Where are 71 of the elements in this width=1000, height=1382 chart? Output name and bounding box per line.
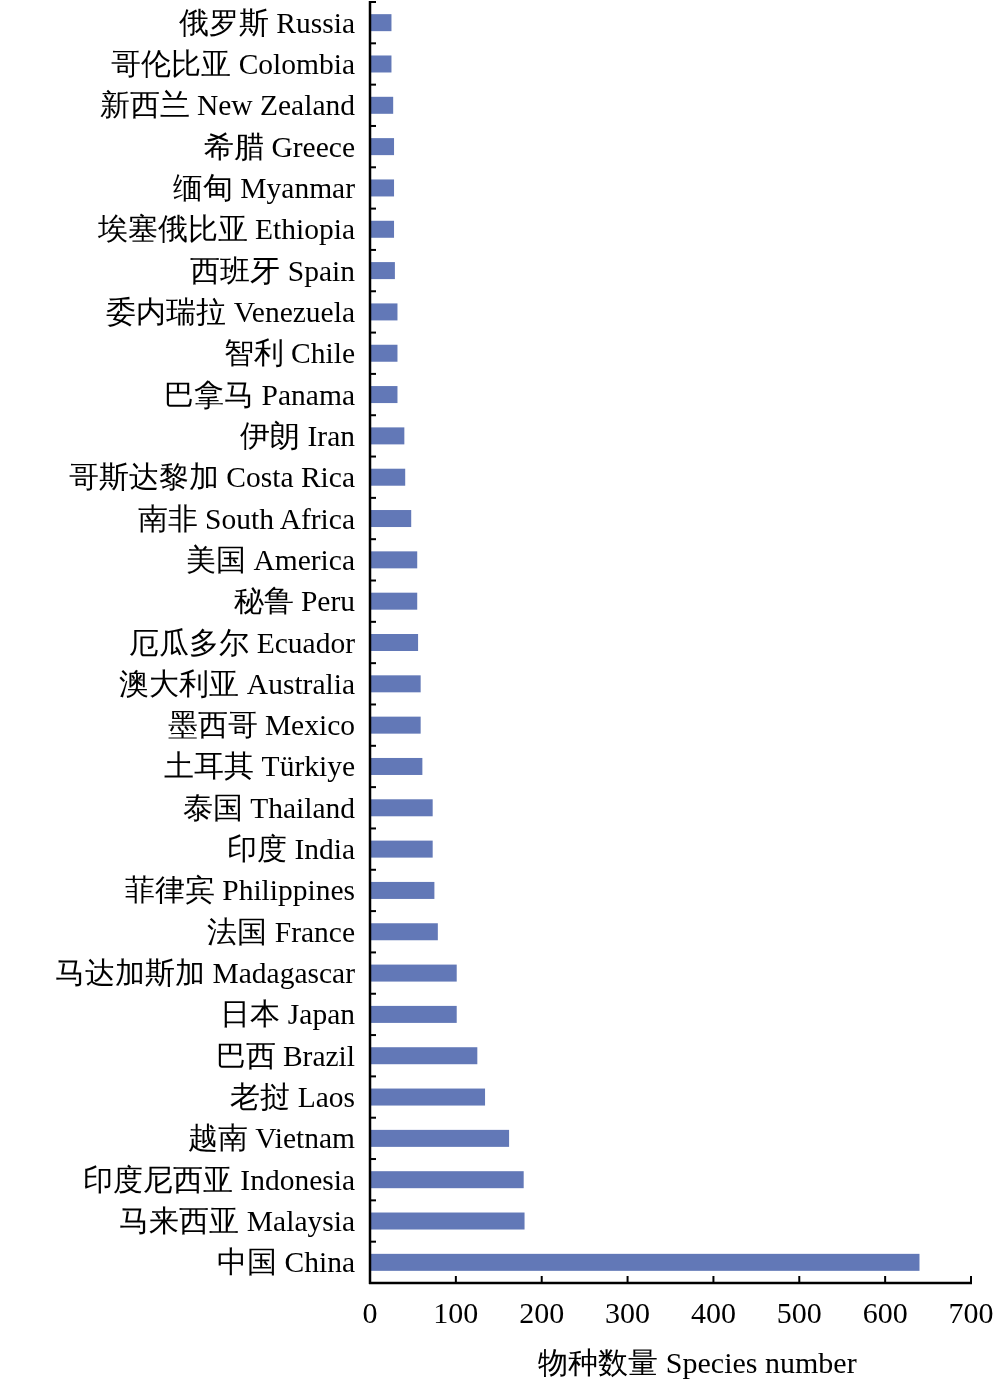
y-tick-label: 老挝 Laos [230, 1081, 355, 1114]
y-tick-label: 秘鲁 Peru [233, 585, 356, 618]
x-tick-label: 700 [948, 1296, 994, 1329]
bar [370, 262, 395, 280]
y-tick-label: 菲律宾 Philippines [124, 874, 355, 907]
bar [370, 179, 395, 197]
x-tick-label: 0 [362, 1296, 378, 1329]
y-tick-label: 哥伦比亚 Colombia [111, 47, 355, 80]
bar [370, 1005, 457, 1023]
y-tick-label: 厄瓜多尔 Ecuador [129, 626, 356, 659]
y-tick-label: 巴拿马 Panama [164, 378, 355, 411]
y-tick-label: 墨西哥 Mexico [167, 709, 355, 742]
y-tick-label: 马来西亚 Malaysia [119, 1205, 355, 1238]
bar [370, 840, 433, 858]
y-tick-label: 新西兰 New Zealand [99, 89, 356, 122]
bar [370, 675, 421, 693]
bar [370, 138, 395, 156]
bar [370, 923, 438, 941]
x-tick-label: 600 [862, 1296, 908, 1329]
y-tick-label: 越南 Vietnam [187, 1122, 356, 1155]
bar [370, 757, 423, 775]
bar [370, 96, 394, 114]
x-tick-label: 300 [605, 1296, 651, 1329]
y-tick-label: 日本 Japan [220, 998, 356, 1031]
y-tick-label: 伊朗 Iran [240, 419, 356, 452]
bar [370, 220, 395, 238]
bar [370, 881, 435, 899]
bar [370, 964, 457, 982]
bar [370, 427, 405, 445]
y-tick-label: 澳大利亚 Australia [119, 667, 355, 700]
y-tick-label: 南非 South Africa [137, 502, 355, 535]
bar [370, 1253, 920, 1271]
y-tick-label: 法国 France [207, 915, 355, 948]
bar [370, 344, 398, 362]
bar [370, 634, 419, 651]
y-tick-label: 哥斯达黎加 Costa Rica [68, 461, 355, 494]
bar [370, 55, 392, 73]
y-tick-label: 希腊 Greece [204, 130, 355, 163]
bar [370, 592, 418, 610]
y-tick-label: 西班牙 Spain [190, 254, 356, 287]
bar [370, 716, 421, 734]
bar [370, 1047, 478, 1065]
x-tick-label: 200 [519, 1296, 565, 1329]
y-tick-label: 印度尼西亚 Indonesia [82, 1163, 355, 1196]
y-tick-label: 土耳其 Türkiye [164, 750, 355, 783]
y-tick-label: 中国 China [217, 1246, 355, 1279]
y-tick-label: 泰国 Thailand [182, 791, 356, 824]
y-tick-label: 智利 Chile [223, 337, 355, 370]
bar [370, 1129, 510, 1147]
y-tick-label: 美国 America [186, 543, 355, 576]
y-tick-label: 委内瑞拉 Venezuela [106, 295, 355, 328]
bar [370, 551, 418, 569]
x-axis-title: 物种数量 Species number [538, 1346, 857, 1379]
bar [370, 14, 392, 32]
bar [370, 1171, 524, 1189]
bar [370, 468, 406, 486]
x-tick-label: 400 [690, 1296, 736, 1329]
x-tick-label: 100 [433, 1296, 479, 1329]
y-tick-label: 埃塞俄比亚 Ethiopia [96, 213, 355, 246]
x-tick-label: 500 [776, 1296, 822, 1329]
y-tick-label: 巴西 Brazil [215, 1039, 355, 1072]
bar [370, 1212, 525, 1230]
y-tick-label: 印度 India [227, 833, 355, 866]
bar [370, 386, 398, 404]
bar [370, 799, 433, 817]
y-tick-label: 俄罗斯 Russia [178, 6, 355, 39]
y-tick-label: 马达加斯加 Madagascar [55, 957, 356, 990]
bar [370, 510, 412, 528]
bar [370, 1088, 486, 1106]
bar [370, 303, 398, 321]
y-tick-label: 缅甸 Myanmar [172, 171, 356, 204]
